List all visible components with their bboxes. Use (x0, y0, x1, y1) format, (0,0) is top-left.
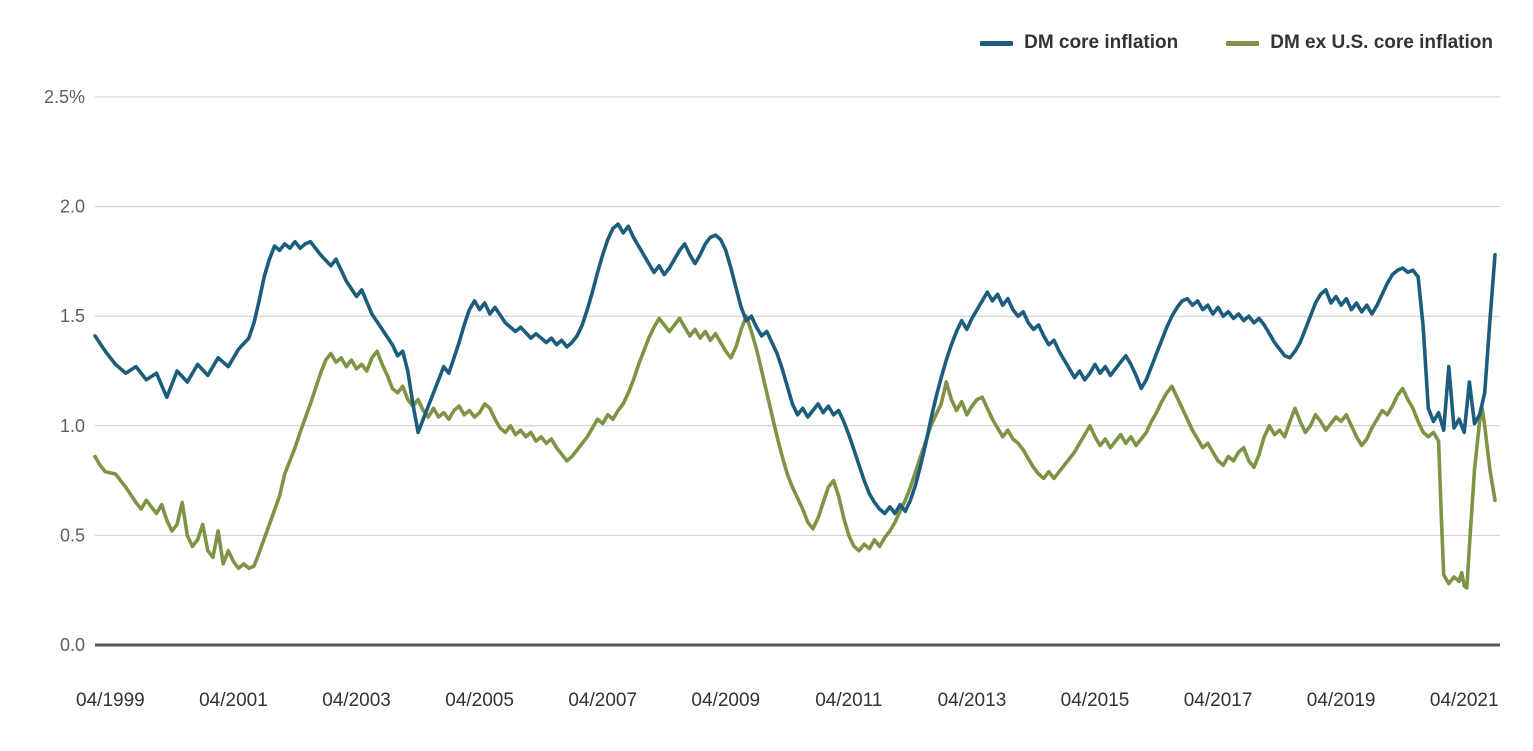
x-tick-label: 04/2011 (815, 690, 882, 711)
x-tick-label: 04/1999 (76, 690, 145, 711)
legend-swatch-dm-core-icon (980, 40, 1014, 46)
y-tick-label: 1.5 (60, 306, 85, 326)
x-tick-label: 04/2021 (1430, 690, 1499, 711)
legend-swatch-dm-ex-us-icon (1226, 40, 1260, 46)
chart-legend: DM core inflation DM ex U.S. core inflat… (980, 32, 1493, 54)
y-tick-label: 2.5% (44, 87, 85, 107)
x-tick-label: 04/2009 (691, 690, 760, 711)
y-tick-label: 2.0 (60, 197, 85, 217)
legend-label-dm-ex-us: DM ex U.S. core inflation (1270, 32, 1493, 53)
y-tick-label: 0.0 (60, 635, 85, 655)
y-tick-label: 0.5 (60, 525, 85, 545)
x-tick-label: 04/2013 (938, 690, 1007, 711)
x-tick-label: 04/2005 (445, 690, 514, 711)
legend-label-dm-core: DM core inflation (1024, 32, 1179, 53)
legend-item-dm-ex-us: DM ex U.S. core inflation (1226, 32, 1493, 54)
x-tick-label: 04/2007 (568, 690, 637, 711)
x-tick-label: 04/2003 (322, 690, 391, 711)
x-tick-label: 04/2019 (1307, 690, 1376, 711)
series-line-dm-ex-u-s-core-inflation (93, 314, 1497, 590)
legend-item-dm-core: DM core inflation (980, 32, 1178, 54)
x-tick-label: 04/2015 (1061, 690, 1130, 711)
x-tick-label: 04/2017 (1184, 690, 1253, 711)
y-tick-label: 1.0 (60, 416, 85, 436)
series-line-dm-core-inflation (93, 222, 1497, 516)
x-tick-label: 04/2001 (199, 690, 268, 711)
